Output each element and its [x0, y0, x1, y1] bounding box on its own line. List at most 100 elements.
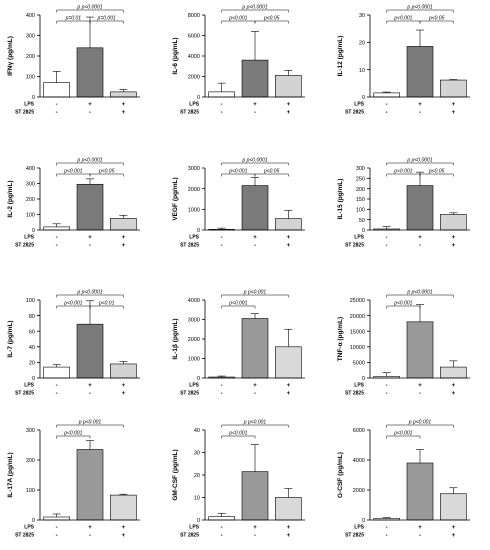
- bar: [406, 462, 434, 521]
- y-tick-label: 10: [359, 68, 365, 74]
- y-axis-label: IL-6 (pg/mL): [172, 37, 179, 74]
- y-tick-label: 100: [356, 208, 365, 214]
- bar: [43, 226, 70, 231]
- bar: [241, 318, 269, 379]
- condition-mark: +: [88, 102, 92, 108]
- p-value-label: p p<0.001: [78, 420, 102, 426]
- bar: [43, 366, 70, 379]
- y-tick-label: 20000: [350, 314, 365, 320]
- condition-label: ST 2825: [15, 110, 34, 116]
- condition-mark: -: [386, 525, 388, 531]
- condition-mark: -: [221, 243, 223, 249]
- p-value-label: p p<0.0001: [76, 158, 102, 164]
- condition-label: ST 2825: [345, 110, 364, 116]
- y-tick-label: 2000: [353, 488, 365, 494]
- y-axis-label: IFNγ (pg/mL): [7, 36, 14, 76]
- condition-mark: +: [287, 243, 291, 249]
- condition-mark: -: [386, 383, 388, 389]
- y-tick-label: 50: [359, 218, 365, 224]
- condition-label: LPS: [24, 383, 34, 389]
- condition-label: LPS: [24, 102, 34, 108]
- condition-label: ST 2825: [180, 391, 199, 397]
- condition-mark: +: [122, 102, 126, 108]
- y-axis-label: GM-CSF (pg/mL): [172, 449, 179, 500]
- y-tick-label: 5000: [353, 361, 365, 367]
- condition-mark: -: [221, 102, 223, 108]
- condition-mark: -: [419, 391, 421, 397]
- condition-mark: -: [386, 533, 388, 539]
- condition-mark: -: [56, 235, 58, 241]
- p-value-label: p p<0.001: [243, 420, 267, 426]
- y-tick-label: 400: [26, 166, 35, 172]
- y-axis-label: IL-1β (pg/mL): [172, 318, 179, 359]
- y-tick-label: 200: [26, 54, 35, 60]
- bar: [406, 321, 434, 379]
- bar: [373, 92, 400, 98]
- bar: [110, 91, 137, 98]
- condition-mark: +: [452, 383, 456, 389]
- condition-mark: -: [254, 391, 256, 397]
- p-value-label: p<0.05: [263, 169, 280, 175]
- chart-panel: 0 1000 2000 3000 VEGF (pg/mL) LPS - + + ST 2825 - -…: [172, 158, 305, 249]
- chart-panel: 0 100 200 300 400 IL-2 (pg/mL) LPS - + + ST 2825 - -…: [7, 158, 140, 249]
- condition-label: LPS: [189, 383, 199, 389]
- y-axis-label: IL-12 (pg/mL): [337, 36, 344, 77]
- condition-mark: +: [452, 533, 456, 539]
- p-value-label: p<0.001: [393, 301, 412, 307]
- condition-mark: +: [88, 525, 92, 531]
- y-tick-label: 15000: [350, 329, 365, 335]
- y-tick-label: 2000: [188, 75, 200, 81]
- p-value-label: p=0.001: [97, 16, 116, 22]
- y-tick-label: 0: [197, 518, 200, 524]
- y-tick-label: 4000: [353, 458, 365, 464]
- condition-mark: -: [386, 102, 388, 108]
- p-value-label: p p<0.0001: [406, 290, 432, 296]
- y-tick-label: 0: [362, 228, 365, 234]
- y-tick-label: 2000: [188, 187, 200, 193]
- y-tick-label: 100: [26, 298, 35, 304]
- y-tick-label: 300: [26, 182, 35, 188]
- p-value-label: p<0.001: [393, 169, 412, 175]
- y-tick-label: 30: [359, 13, 365, 19]
- chart-panel: 0 1000 2000 3000 4000 IL-1β (pg/mL) LPS - + + ST 2…: [172, 290, 305, 397]
- y-tick-label: 40: [194, 428, 200, 434]
- condition-mark: +: [122, 391, 126, 397]
- p-value-label: p<0.05: [428, 169, 445, 175]
- condition-mark: -: [386, 243, 388, 249]
- y-tick-label: 4000: [188, 54, 200, 60]
- condition-mark: -: [386, 391, 388, 397]
- y-tick-label: 0: [197, 95, 200, 101]
- bar: [275, 75, 302, 98]
- y-tick-label: 200: [356, 187, 365, 193]
- condition-mark: -: [89, 110, 91, 116]
- condition-mark: +: [287, 235, 291, 241]
- condition-label: ST 2825: [180, 110, 199, 116]
- y-tick-label: 6000: [188, 34, 200, 40]
- condition-mark: +: [452, 110, 456, 116]
- condition-mark: +: [452, 235, 456, 241]
- condition-mark: -: [56, 383, 58, 389]
- condition-mark: -: [56, 102, 58, 108]
- y-tick-label: 200: [26, 197, 35, 203]
- condition-mark: +: [452, 525, 456, 531]
- condition-label: LPS: [189, 235, 199, 241]
- bar: [76, 183, 104, 231]
- p-value-label: p p<0.0001: [241, 5, 267, 11]
- condition-label: ST 2825: [180, 533, 199, 539]
- condition-mark: -: [419, 533, 421, 539]
- chart-panel: 0 100 200 300 IL-17A (pg/mL) LPS - + + ST 2825 - - +…: [7, 420, 140, 539]
- condition-mark: -: [89, 533, 91, 539]
- condition-label: LPS: [354, 235, 364, 241]
- y-tick-label: 0: [362, 518, 365, 524]
- y-tick-label: 100: [26, 488, 35, 494]
- p-value-label: p<0.001: [228, 16, 247, 22]
- condition-label: ST 2825: [345, 533, 364, 539]
- bar: [76, 449, 104, 521]
- p-value-label: p p<0.0001: [241, 158, 267, 164]
- condition-label: LPS: [189, 102, 199, 108]
- condition-mark: +: [88, 235, 92, 241]
- chart-panel: 0 50 100 150 200 250 300 IL-15 (pg/mL) LPS - + + ST …: [337, 158, 470, 249]
- condition-mark: -: [386, 110, 388, 116]
- chart-panel: 0 10 20 30 IL-12 (pg/mL) LPS - + + ST 2825 - - + p p<…: [337, 5, 470, 116]
